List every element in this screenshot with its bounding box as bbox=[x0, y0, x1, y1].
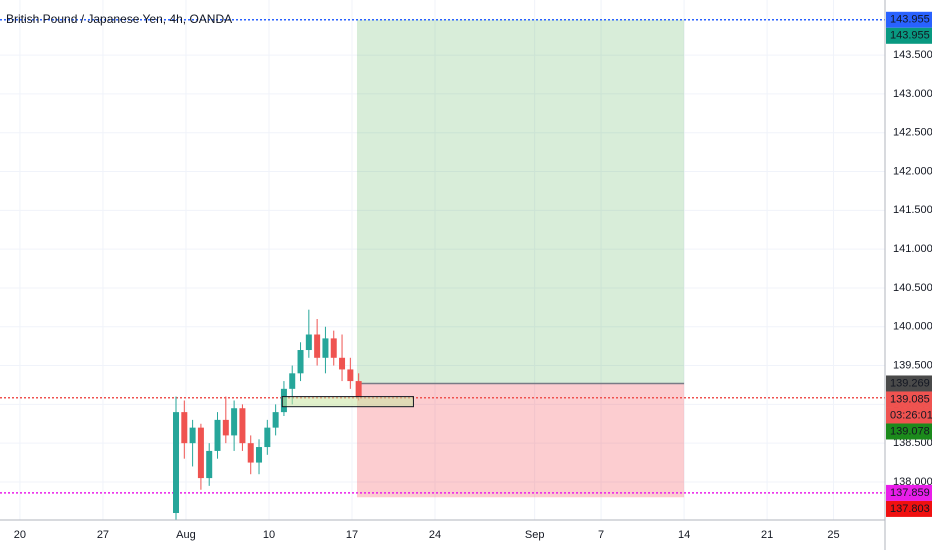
axes: 20 27 Aug 10 17 24 Sep 7 14 21 25138.000138.500139… bbox=[14, 11, 932, 541]
candle-body bbox=[206, 450, 213, 479]
y-tick-label: 142.500 bbox=[893, 127, 932, 139]
x-tick-label: Sep bbox=[525, 529, 545, 541]
candle-body bbox=[314, 334, 321, 358]
x-tick-label: 10 bbox=[263, 529, 275, 541]
candle-body bbox=[247, 443, 254, 463]
x-tick-label: 14 bbox=[678, 529, 690, 541]
y-tick-label: 138.000 bbox=[893, 476, 932, 488]
price-label-bg bbox=[886, 500, 932, 517]
candle-body bbox=[289, 373, 296, 389]
y-tick-label: 141.000 bbox=[893, 243, 932, 255]
plot bbox=[0, 19, 885, 521]
candle-body bbox=[231, 408, 238, 436]
candle-body bbox=[330, 338, 337, 358]
target-zone bbox=[356, 19, 685, 384]
price-label-bg bbox=[886, 391, 932, 408]
price-label-bg bbox=[886, 375, 932, 392]
countdown-label-bg bbox=[886, 407, 932, 424]
price-label: 139.078 bbox=[890, 425, 930, 437]
x-tick-label: 7 bbox=[598, 529, 604, 541]
x-tick-label: 24 bbox=[429, 529, 441, 541]
candle-body bbox=[189, 427, 196, 444]
price-axis bbox=[885, 0, 932, 550]
price-label: 139.085 bbox=[890, 393, 930, 405]
y-tick-label: 139.500 bbox=[893, 359, 932, 371]
price-label-bg bbox=[886, 423, 932, 440]
x-tick-label: 20 bbox=[14, 529, 26, 541]
y-tick-label: 138.500 bbox=[893, 437, 932, 449]
price-label: 137.803 bbox=[890, 503, 930, 515]
grid bbox=[0, 0, 885, 520]
price-label-bg bbox=[886, 27, 932, 44]
candle-body bbox=[197, 427, 204, 479]
candle-body bbox=[181, 412, 188, 444]
candle-body bbox=[272, 412, 279, 428]
rectangle-drawing bbox=[281, 396, 414, 408]
price-label: 137.859 bbox=[890, 487, 930, 499]
price-label: 143.955 bbox=[890, 30, 930, 42]
candle-body bbox=[173, 412, 180, 514]
candle-body bbox=[322, 338, 329, 358]
x-tick-label: 21 bbox=[761, 529, 773, 541]
price-label: 139.269 bbox=[890, 377, 930, 389]
candle-body bbox=[347, 369, 354, 382]
price-label-bg bbox=[886, 484, 932, 501]
candle-body bbox=[214, 419, 221, 451]
y-tick-label: 142.000 bbox=[893, 165, 932, 177]
candle-body bbox=[256, 447, 263, 463]
candle-body bbox=[222, 419, 229, 436]
y-tick-label: 140.000 bbox=[893, 321, 932, 333]
x-tick-label: 17 bbox=[346, 529, 358, 541]
candle-body bbox=[305, 334, 312, 351]
price-label-bg bbox=[886, 11, 932, 28]
x-tick-label: 27 bbox=[97, 529, 109, 541]
candle-body bbox=[355, 381, 362, 397]
price-label: 143.955 bbox=[890, 14, 930, 26]
x-tick-label: 25 bbox=[827, 529, 839, 541]
candle-body bbox=[264, 427, 271, 448]
countdown-label: 03:26:01 bbox=[890, 409, 932, 421]
x-tick-label: Aug bbox=[176, 529, 196, 541]
candle-body bbox=[297, 350, 304, 374]
y-tick-label: 140.500 bbox=[893, 282, 932, 294]
time-axis bbox=[0, 520, 885, 550]
y-tick-label: 143.000 bbox=[893, 88, 932, 100]
y-tick-label: 141.500 bbox=[893, 204, 932, 216]
chart-title: British Pound / Japanese Yen, 4h, OANDA bbox=[6, 12, 232, 26]
y-tick-label: 143.500 bbox=[893, 49, 932, 61]
candle-body bbox=[239, 408, 246, 444]
candle-body bbox=[339, 357, 346, 370]
